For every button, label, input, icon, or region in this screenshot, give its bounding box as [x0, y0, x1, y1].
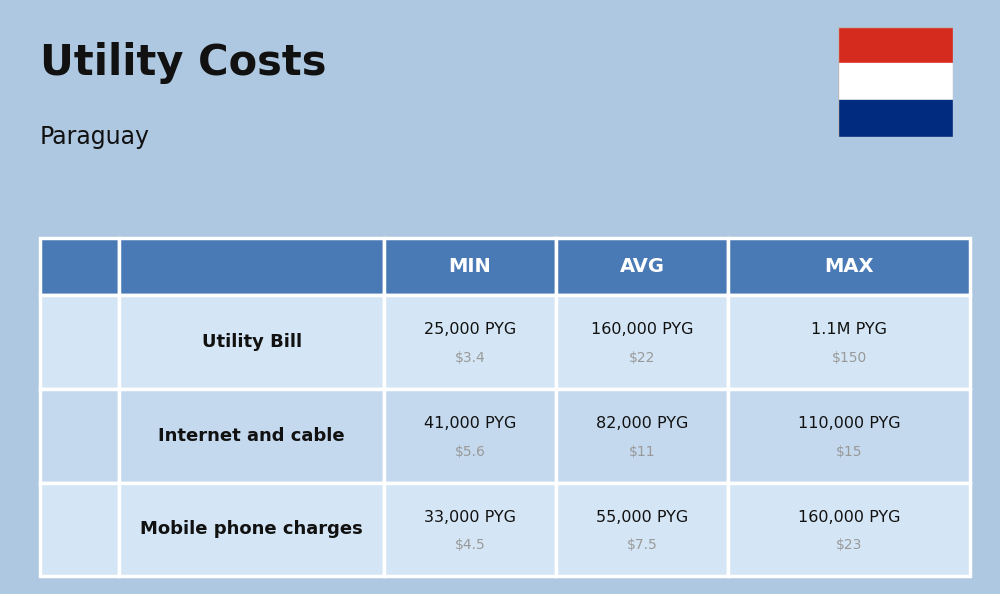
Text: 82,000 PYG: 82,000 PYG [596, 416, 688, 431]
Text: Utility Costs: Utility Costs [40, 42, 326, 84]
Text: $7.5: $7.5 [627, 538, 658, 552]
Text: 41,000 PYG: 41,000 PYG [424, 416, 516, 431]
Text: $5.6: $5.6 [455, 444, 486, 459]
Text: 160,000 PYG: 160,000 PYG [591, 323, 693, 337]
Text: Internet and cable: Internet and cable [158, 426, 345, 445]
Text: MAX: MAX [824, 257, 874, 276]
Text: $22: $22 [629, 351, 655, 365]
Text: 1.1M PYG: 1.1M PYG [811, 323, 887, 337]
Text: $3.4: $3.4 [455, 351, 486, 365]
Text: 160,000 PYG: 160,000 PYG [798, 510, 900, 525]
Bar [838, 64, 953, 100]
Text: Mobile phone charges: Mobile phone charges [140, 520, 363, 538]
Bar [838, 27, 953, 64]
Text: 55,000 PYG: 55,000 PYG [596, 510, 688, 525]
Text: Utility Bill: Utility Bill [202, 333, 302, 351]
Text: Paraguay: Paraguay [40, 125, 150, 148]
Text: $23: $23 [836, 538, 862, 552]
Text: 33,000 PYG: 33,000 PYG [424, 510, 516, 525]
Text: 110,000 PYG: 110,000 PYG [798, 416, 900, 431]
Text: MIN: MIN [449, 257, 492, 276]
Text: AVG: AVG [620, 257, 665, 276]
Bar [838, 100, 953, 137]
Text: 25,000 PYG: 25,000 PYG [424, 323, 516, 337]
Text: $4.5: $4.5 [455, 538, 486, 552]
Text: $11: $11 [629, 444, 655, 459]
Text: $15: $15 [836, 444, 862, 459]
Text: $150: $150 [831, 351, 867, 365]
